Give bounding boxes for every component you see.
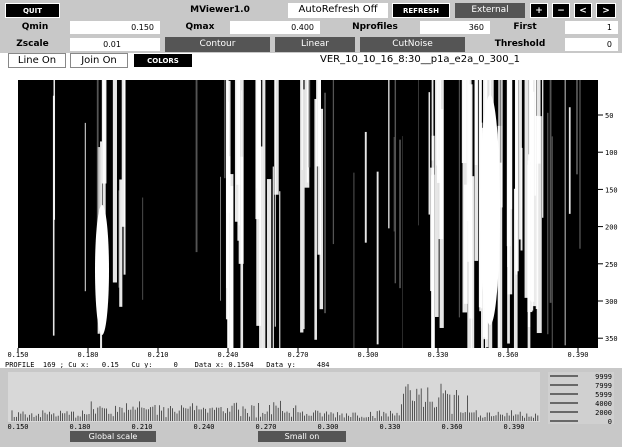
colors-button[interactable]: COLORS	[133, 53, 193, 68]
qmax-field[interactable]: 0.400	[230, 21, 320, 34]
cutnoise-button[interactable]: CutNoise	[360, 37, 465, 52]
contour-button[interactable]: Contour	[165, 37, 270, 52]
threshold-label: Threshold	[480, 37, 560, 51]
nprofiles-field[interactable]: 360	[420, 21, 490, 34]
plus-button[interactable]: +	[530, 3, 548, 18]
line-on-button[interactable]: Line On	[8, 53, 66, 68]
app-window: QUIT MViewer1.0 AutoRefresh Off REFRESH …	[0, 0, 622, 447]
first-field[interactable]: 1	[565, 21, 618, 34]
nprofiles-label: Nprofiles	[335, 20, 415, 34]
next-button[interactable]: >	[596, 3, 616, 18]
small-on-button[interactable]: Small on	[258, 431, 346, 442]
minus-button[interactable]: −	[552, 3, 570, 18]
qmax-label: Qmax	[175, 20, 225, 34]
zscale-label: Zscale	[5, 37, 60, 51]
autorefresh-button[interactable]: AutoRefresh Off	[288, 3, 388, 18]
quit-button[interactable]: QUIT	[5, 3, 60, 18]
dataset-name: VER_10_10_16_8:30__p1a_e2a_0_300_1	[260, 53, 580, 67]
app-title: MViewer1.0	[180, 3, 260, 17]
join-on-button[interactable]: Join On	[70, 53, 128, 68]
first-label: First	[500, 20, 550, 34]
external-button[interactable]: External	[455, 3, 525, 18]
prev-button[interactable]: <	[574, 3, 592, 18]
linear-button[interactable]: Linear	[275, 37, 355, 52]
zscale-field[interactable]: 0.01	[70, 38, 160, 51]
global-scale-button[interactable]: Global scale	[70, 431, 156, 442]
qmin-label: Qmin	[10, 20, 60, 34]
refresh-button[interactable]: REFRESH	[392, 3, 450, 18]
threshold-field[interactable]: 0	[565, 38, 618, 51]
qmin-field[interactable]: 0.150	[70, 21, 160, 34]
